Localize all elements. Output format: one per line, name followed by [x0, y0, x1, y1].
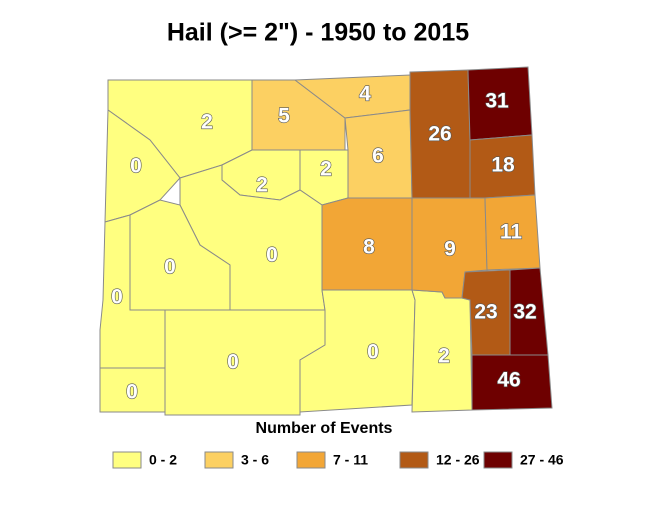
- county-count: 0: [367, 341, 379, 364]
- legend-label: 27 - 46: [520, 452, 564, 468]
- county-count: 2: [256, 174, 268, 197]
- county-count: 0: [164, 256, 176, 279]
- county-count: 2: [438, 345, 450, 368]
- county-count: 6: [372, 145, 384, 168]
- legend-label: 0 - 2: [149, 452, 177, 468]
- county-count: 2: [320, 158, 332, 181]
- county-count: 5: [278, 105, 290, 128]
- legend-label: 12 - 26: [436, 452, 480, 468]
- county-count: 0: [227, 351, 239, 374]
- county-count: 2: [201, 111, 213, 134]
- county-count: 0: [266, 244, 278, 267]
- legend-swatch: [399, 451, 429, 469]
- legend-swatch: [296, 451, 326, 469]
- legend: 0 - 2 3 - 6 7 - 11 12 - 26 27 - 46: [112, 451, 564, 469]
- county-count: 0: [126, 381, 138, 404]
- legend-label: 7 - 11: [333, 452, 368, 468]
- county: [471, 354, 553, 411]
- county-count: 18: [491, 154, 515, 177]
- legend-title: Number of Events: [256, 420, 393, 437]
- county-count: 23: [474, 301, 497, 324]
- legend-swatch: [483, 451, 513, 469]
- legend-swatch: [204, 451, 234, 469]
- county-count: 11: [500, 221, 523, 244]
- county-count: 0: [111, 286, 123, 309]
- county-count: 9: [444, 238, 456, 261]
- legend-label: 3 - 6: [241, 452, 269, 468]
- map-title: Hail (>= 2") - 1950 to 2015: [167, 19, 469, 47]
- county-count: 31: [485, 90, 509, 113]
- county-count: 0: [130, 155, 142, 178]
- county-count: 32: [513, 301, 536, 324]
- county-count: 26: [428, 123, 451, 146]
- legend-swatch: [112, 451, 142, 469]
- county-count: 8: [363, 236, 375, 259]
- county-count: 4: [359, 83, 371, 106]
- county-count: 46: [497, 369, 520, 392]
- county-layer: [99, 66, 553, 416]
